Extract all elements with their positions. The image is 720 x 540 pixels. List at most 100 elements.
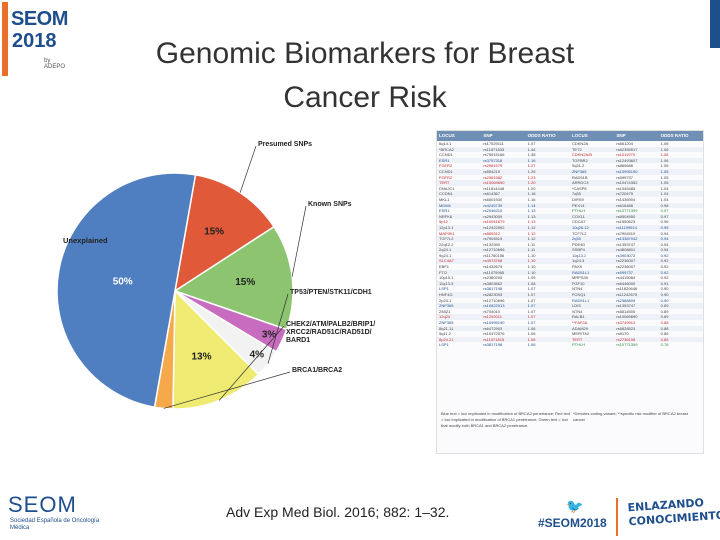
table-cell: *CASP8 — [571, 185, 587, 191]
table-cell: rs1436904 — [616, 196, 636, 202]
table-row: TCF7L2 rs7904519 1.12 2q35 rs13387042 0.94 — [437, 236, 703, 242]
table-cell: 2q24.1 — [439, 247, 452, 253]
table-cell: rs11571833 — [483, 146, 505, 152]
table-cell: 0.96 — [660, 219, 669, 225]
seom-footer-logo: SEOM Sociedad Española de Oncología Médi… — [8, 492, 108, 538]
table-cell: rs10995190 — [616, 168, 638, 174]
snp-table-header: LOCUS SNP ODDS RATIO LOCUS SNP ODDS RATIO — [437, 131, 703, 141]
table-cell: rs3749913 — [616, 320, 636, 325]
table-cell: FTO — [439, 269, 447, 275]
table-cell: 0.89 — [660, 303, 669, 309]
pie-callout-labels: Presumed SNPs Known SNPs TP53/PTEN/STK11/C… — [63, 141, 375, 374]
pie-leader-1 — [291, 205, 307, 277]
table-cell: 1.05 — [660, 168, 669, 174]
table-cell: rs12710696 — [483, 247, 505, 253]
table-cell: NRFK6 — [439, 213, 453, 219]
table-row: FGFR2 rs2981582 1.23 RAD51B rs999737 1.05 — [437, 175, 703, 181]
footer-divider — [616, 498, 618, 536]
table-cell: 12q24 — [439, 314, 451, 320]
table-cell: rs4808801 — [616, 247, 636, 253]
pie-slice-6 — [56, 172, 197, 409]
table-cell: 1.12 — [527, 236, 536, 242]
table-cell: rs11814448 — [483, 185, 505, 191]
table-cell: rs6001930 — [483, 196, 503, 202]
table-cell: LSP1 — [439, 286, 449, 292]
table-cell: rs11820646 — [616, 286, 638, 292]
table-row: 5p12 rs10941679 1.13 CDCA7 rs1550623 0.96 — [437, 219, 703, 225]
table-cell: 1.07 — [527, 314, 536, 320]
table-row: FTO rs11075995 1.10 RAD51L1 rs999737 0.92 — [437, 269, 703, 276]
pie-leader-lines — [163, 145, 307, 409]
table-cell: LSP1 — [439, 342, 449, 348]
table-cell: rs1550623 — [616, 219, 636, 225]
table-cell: 0.89 — [660, 314, 669, 320]
table-cell: rs704010 — [483, 308, 501, 314]
table-cell: rs10069690 — [616, 314, 638, 320]
table-cell: rs6828523 — [616, 325, 636, 331]
table-row: ZNF365 rs10822013 1.07 LDIS rs1353747 0.89 — [437, 303, 703, 309]
table-cell: rs4245739 — [483, 202, 503, 208]
table-cell: rs8170 — [616, 331, 629, 337]
logo-text-seom: SEOM — [11, 8, 68, 30]
table-cell: rs1353747 — [616, 303, 636, 309]
table-cell: rs865686 — [616, 163, 633, 169]
table-cell: 1.13 — [527, 219, 536, 225]
seom-footer-name: SEOM — [8, 492, 77, 517]
table-cell: 7q35 — [571, 191, 581, 197]
table-cell: rs2943009 — [483, 213, 503, 219]
table-cell: HNF4G — [439, 292, 453, 298]
table-cell: 1.07 — [527, 292, 536, 298]
table-cell: 1.23 — [527, 174, 536, 180]
table-row: ZNF365 rs10995190 1.07 **FAF2A rs3749913 0.88 — [437, 320, 703, 326]
table-cell: 0.85 — [660, 336, 669, 342]
table-header-cell: LOCUS — [571, 133, 588, 138]
table-cell: rs999737 — [616, 269, 633, 275]
table-cell: FGFR2 — [439, 163, 453, 169]
table-cell: 1.12 — [527, 224, 536, 230]
table-header-cell: LOCUS — [439, 133, 455, 138]
table-cell: 1.05 — [660, 174, 669, 180]
table-cell: rs3757318 — [483, 157, 503, 163]
pie-percent-4: 13% — [192, 351, 212, 362]
table-footnote-right: *Denotes coding variant; **specific risk… — [573, 411, 688, 422]
table-cell: CDCA7 — [571, 219, 586, 225]
table-cell: 11q13.3 — [439, 280, 454, 286]
pie-slices — [56, 172, 294, 410]
citation-text: Adv Exp Med Biol. 2016; 882: 1–32. — [226, 504, 450, 520]
table-cell: CCND1 — [439, 152, 453, 158]
table-cell: MDM4 — [439, 202, 451, 208]
pie-chart: 15% 15% 3% 4% 13% 50% Presumed SNPs Known SNPs… — [56, 141, 375, 410]
table-cell: rs62355517 — [616, 146, 638, 152]
table-cell: 0.86 — [660, 331, 669, 337]
table-cell: rs2380205 — [483, 275, 503, 281]
table-cell: 1.16 — [527, 196, 536, 202]
table-cell: 1.06 — [660, 152, 669, 158]
table-cell: rs10995190 — [483, 320, 505, 325]
table-cell: 1.06 — [660, 157, 669, 163]
table-cell: rs6814500 — [616, 308, 636, 314]
table-row: HNF4G rs2823093 1.07 FOXQ1 rs11242675 0.90 — [437, 292, 703, 298]
table-cell: 6q14.1 — [439, 141, 452, 146]
table-row: 11q13.3 rs3803662 1.08 FGF10 rs6446000 0.91 — [437, 280, 703, 287]
table-row: FGFR2 rs2981579 1.27 9q31.2 rs865686 1.05 — [437, 163, 703, 169]
table-cell: 1.07 — [527, 303, 536, 309]
table-cell: 1.05 — [660, 163, 669, 169]
title-line-1: Genomic Biomarkers for Breast — [155, 37, 575, 70]
table-header-cell: ODDS RATIO — [660, 133, 689, 138]
table-cell: rs1045485 — [616, 185, 636, 191]
table-cell: ADAM29 — [571, 325, 588, 331]
table-cell: 1.06 — [660, 146, 669, 152]
table-cell: 0.94 — [660, 236, 669, 242]
pie-leader-3 — [267, 293, 289, 364]
table-cell: rs6446000 — [616, 280, 636, 286]
table-cell: rs10069690 — [483, 180, 505, 186]
seom-2018-logo: SEOM 2018 by ADEPO — [2, 2, 72, 76]
table-cell: rs4415084 — [616, 275, 636, 281]
table-cell: 10q26.12 — [571, 224, 589, 230]
table-cell: 1.16 — [527, 157, 536, 163]
table-cell: MKL1 — [439, 196, 450, 202]
table-cell: rs6472903 — [483, 325, 503, 331]
table-row: 8q21.11 rs6472903 1.06 ADAM29 rs6828523 0.88 — [437, 325, 703, 332]
table-row: 12p13.1 rs12422552 1.12 10q26.12 rs11199914 0… — [437, 224, 703, 231]
pie-slice-0 — [173, 173, 276, 293]
